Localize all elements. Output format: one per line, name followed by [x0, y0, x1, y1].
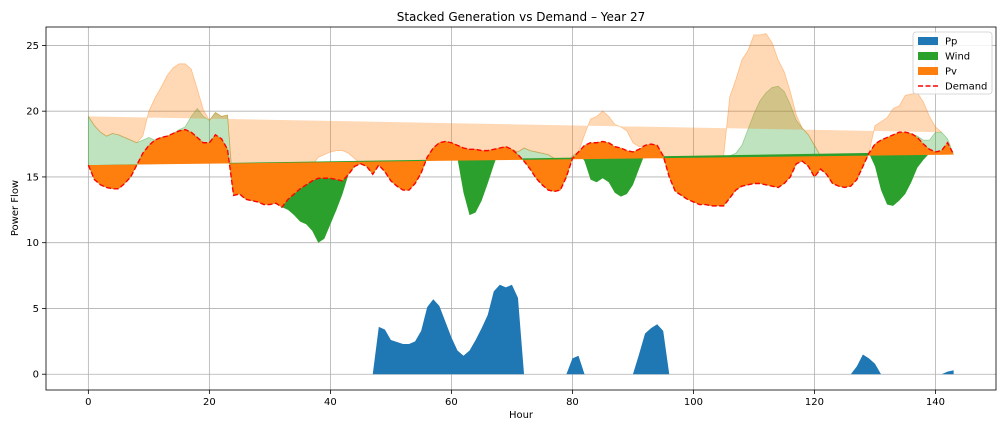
x-tick-label: 40: [324, 397, 337, 408]
series-pp-area: [88, 284, 954, 375]
y-tick-label: 15: [26, 172, 39, 183]
legend: Pp Wind Pv Demand: [912, 31, 993, 95]
chart-title: Stacked Generation vs Demand – Year 27: [397, 10, 646, 24]
series-pv-area: [88, 129, 954, 208]
legend-label-pp: Pp: [945, 37, 957, 48]
x-axis-label: Hour: [509, 410, 534, 421]
series-demand-line: [87, 128, 955, 209]
legend-label-demand: Demand: [945, 82, 987, 93]
legend-box: [912, 31, 993, 95]
x-tick-label: 120: [805, 397, 824, 408]
legend-label-wind: Wind: [945, 52, 970, 63]
x-tick-label: 80: [566, 397, 579, 408]
x-tick-label: 0: [85, 397, 91, 408]
x-tick-label: 100: [684, 397, 703, 408]
y-tick-label: 25: [26, 41, 39, 52]
x-tick-label: 20: [203, 397, 216, 408]
y-axis-label: Power Flow: [10, 180, 21, 236]
y-tick-label: 5: [33, 304, 39, 315]
legend-label-pv: Pv: [945, 67, 957, 78]
plot-area: 0 20 40 60 80 100 120 140 0 5 10 15 20 25: [26, 26, 997, 408]
x-tick-label: 140: [926, 397, 945, 408]
y-tick-label: 20: [26, 107, 39, 118]
legend-swatch-pv: [918, 67, 938, 75]
y-tick-label: 0: [33, 370, 39, 381]
x-tick-label: 60: [445, 397, 458, 408]
y-tick-label: 10: [26, 238, 39, 249]
plot-frame: [45, 26, 997, 391]
legend-swatch-pp: [918, 37, 938, 45]
legend-swatch-wind: [918, 52, 938, 60]
